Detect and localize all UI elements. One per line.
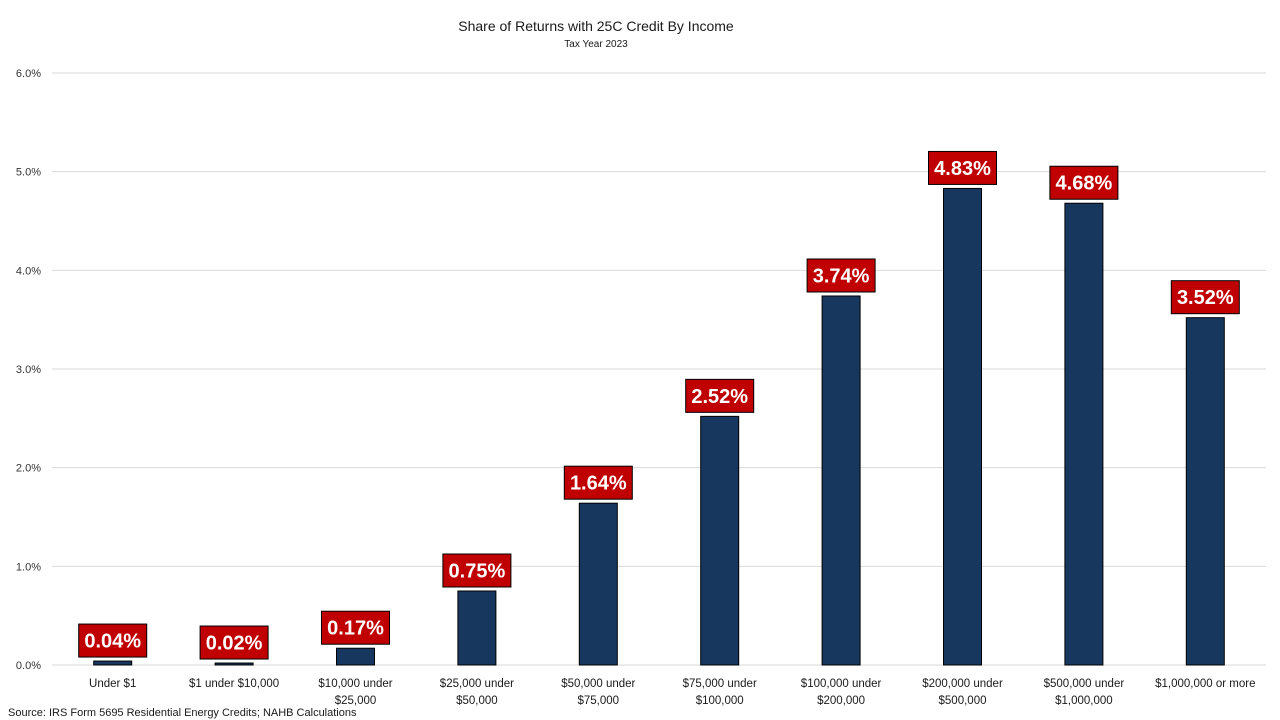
data-label: 0.02% (199, 625, 269, 660)
y-tick-label: 2.0% (16, 463, 41, 475)
data-label: 2.52% (685, 378, 755, 413)
data-label-box (563, 465, 633, 500)
data-label-text: 4.68% (1056, 173, 1113, 195)
data-label: 3.52% (1170, 280, 1240, 315)
data-label: 0.17% (321, 610, 390, 645)
y-tick-label: 5.0% (16, 167, 41, 179)
x-tick-label: $1,000,000 or more (1155, 678, 1255, 690)
bar (214, 662, 254, 666)
y-tick-label: 1.0% (16, 561, 41, 573)
x-tick-label: $50,000 under (561, 678, 635, 690)
source-note: Source: IRS Form 5695 Residential Energy… (8, 707, 357, 719)
data-labels: 0.04% 0.02% 0.17% 0.75% 1.64% 2.52% 3.74% 4.83%… (78, 150, 1240, 660)
x-tick-label: $200,000 under (922, 678, 1003, 690)
x-tick-label: $500,000 (939, 695, 987, 707)
x-tick-label: $25,000 (335, 695, 377, 707)
x-tick-label: $100,000 under (801, 678, 882, 690)
data-label: 1.64% (563, 465, 633, 500)
data-label: 0.04% (78, 623, 148, 658)
x-tick-label: $50,000 (456, 695, 498, 707)
bars (93, 187, 1225, 666)
y-axis: 0.0% 1.0% 2.0% 3.0% 4.0% 5.0% 6.0% (16, 68, 41, 672)
data-label: 3.74% (806, 258, 876, 293)
x-tick-label: $75,000 (578, 695, 620, 707)
data-label-box (1170, 280, 1240, 315)
x-tick-label: $25,000 under (440, 678, 514, 690)
y-tick-label: 0.0% (16, 660, 41, 672)
data-label-text: 3.52% (1177, 287, 1234, 309)
bar (700, 415, 740, 666)
chart-title: Share of Returns with 25C Credit By Inco… (458, 18, 734, 34)
data-label: 4.68% (1049, 165, 1119, 200)
data-label-text: 1.64% (570, 473, 627, 495)
x-tick-label: $1 under $10,000 (189, 678, 279, 690)
data-label-box (806, 258, 876, 293)
data-label-box (442, 553, 512, 588)
x-tick-label: $500,000 under (1044, 678, 1125, 690)
bar (1185, 317, 1225, 666)
x-tick-label: $100,000 (696, 695, 744, 707)
bar (93, 660, 133, 666)
y-tick-label: 4.0% (16, 265, 41, 277)
data-label-box (78, 623, 148, 658)
bar (943, 187, 982, 666)
data-label-text: 0.02% (206, 633, 263, 655)
y-tick-label: 3.0% (16, 364, 41, 376)
data-label-box (1049, 165, 1119, 200)
data-label-box (321, 610, 390, 645)
bar (457, 590, 497, 666)
data-label: 4.83% (928, 150, 997, 185)
data-label-box (685, 378, 755, 413)
data-label-text: 4.83% (934, 158, 991, 180)
x-axis: Under $1 $1 under $10,000 $10,000 under $25… (89, 678, 1255, 707)
bar (336, 647, 375, 666)
gridlines (52, 72, 1266, 666)
data-label-box (199, 625, 269, 660)
x-tick-label: $10,000 under (318, 678, 392, 690)
x-tick-label: $1,000,000 (1055, 695, 1113, 707)
data-label-text: 0.04% (84, 631, 141, 653)
data-label: 0.75% (442, 553, 512, 588)
data-label-box (928, 150, 997, 185)
bar (821, 295, 861, 666)
chart-subtitle: Tax Year 2023 (564, 39, 628, 50)
data-label-text: 0.75% (449, 561, 506, 583)
bar (1064, 202, 1104, 666)
data-label-text: 0.17% (327, 618, 384, 640)
y-tick-label: 6.0% (16, 68, 41, 80)
x-tick-label: $200,000 (817, 695, 865, 707)
bar (578, 502, 618, 666)
data-label-text: 2.52% (691, 386, 748, 408)
x-tick-label: $75,000 under (683, 678, 757, 690)
x-tick-label: Under $1 (89, 678, 136, 690)
data-label-text: 3.74% (813, 265, 870, 287)
